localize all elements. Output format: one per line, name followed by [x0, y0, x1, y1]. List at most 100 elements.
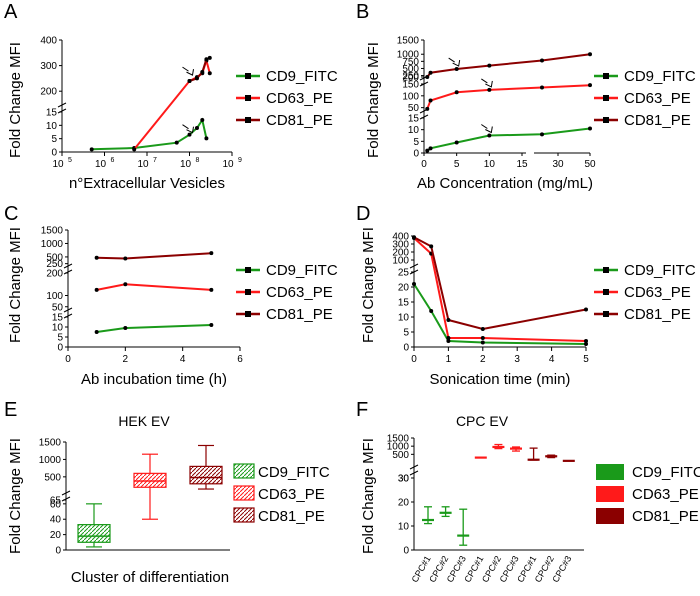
panel-d-letter: D: [356, 203, 370, 225]
panel-d-y-tick-label: 20: [398, 283, 410, 294]
panel-b-y-tick-label: 10: [408, 125, 420, 136]
panel-d-legend-marker: [603, 267, 609, 273]
panel-d-x-tick-label: 1: [446, 354, 452, 365]
panel-f-axis-break-mark: [409, 464, 419, 470]
panel-e-y-axis-title: Fold Change MFI: [7, 438, 24, 554]
panel-a-x-tick-label: 10: [180, 159, 192, 170]
panel-e-y-tick-label: 1000: [39, 455, 62, 466]
panel-c-legend-marker: [245, 267, 251, 273]
panel-f-y-tick-label: 20: [398, 498, 410, 509]
panel-f-y-tick-label: 1000: [387, 442, 410, 453]
panel-f-y-tick-label: 30: [398, 474, 410, 485]
panel-d-y-tick-label: 300: [392, 240, 409, 251]
panel-c-axis-break-mark: [63, 307, 73, 313]
panel-a-legend-marker: [245, 95, 251, 101]
panel-d-y-tick-label: 15: [398, 298, 410, 309]
panel-b-legend-label: CD9_FITC: [624, 68, 696, 85]
panel-a-cd81_pe-line: [189, 56, 211, 82]
panel-d-y-tick-label: 5: [403, 328, 409, 339]
panel-e-legend-label: CD9_FITC: [258, 464, 330, 481]
panel-c-cd63_pe-line: [96, 283, 212, 291]
panel-b-legend-label: CD81_PE: [624, 112, 691, 129]
panel-a-arrow-shaft: [182, 66, 189, 72]
panel-c-x-axis-title: Ab incubation time (h): [81, 371, 227, 388]
panel-c-cd9_fitc-point: [123, 326, 128, 330]
panel-d-legend-label: CD63_PE: [624, 284, 691, 301]
panel-d-cd81_pe-point: [584, 307, 588, 312]
panel-d-y-tick-label: 10: [398, 313, 410, 324]
panel-f-y-tick-label: 500: [392, 450, 409, 461]
panel-b-cd9_fitc-point: [428, 146, 433, 151]
panel-d-cd81_pe-point: [429, 244, 434, 249]
panel-b-y-tick-label: 200: [402, 73, 419, 84]
panel-f-legend-swatch: [596, 464, 624, 480]
panel-a-y-tick-label: 200: [40, 87, 57, 98]
panel-a-y-tick-label: 10: [46, 121, 58, 132]
panel-f-letter: F: [356, 399, 368, 421]
panel-d-y-axis-title: Fold Change MFI: [360, 227, 377, 343]
panel-c-y-tick-label: 1500: [41, 226, 64, 237]
panel-b-y-tick-label: 100: [402, 91, 419, 102]
panel-b-arrow-head: [452, 59, 461, 67]
panel-c-x-tick-label: 6: [237, 354, 243, 365]
panel-a-x-tick-exponent: 5: [68, 157, 72, 164]
panel-b-legend-marker: [603, 95, 609, 101]
panel-c-cd9_fitc-point: [209, 323, 214, 327]
panel-b-x-axis-title: Ab Concentration (mg/mL): [417, 175, 593, 192]
panel-a-arrow-head: [186, 69, 194, 76]
panel-d-legend-label: CD81_PE: [624, 306, 691, 323]
panel-b-cd81_pe-point: [454, 67, 459, 72]
panel-a-y-tick-label: 15: [46, 108, 58, 119]
panel-f-legend-label: CD63_PE: [632, 486, 699, 503]
panel-b-cd63_pe-point: [454, 90, 459, 95]
panel-b-y-tick-label: 150: [402, 80, 419, 91]
panel-a-x-axis-title: n°Extracellular Vesicles: [69, 175, 225, 192]
panel-b-cd81_pe-point: [428, 70, 433, 75]
panel-c-cd81_pe-point: [209, 251, 214, 256]
panel-b-y-tick-label: 5: [413, 137, 419, 148]
panel-b-cd81_pe-point: [487, 63, 492, 68]
panel-b-cd63_pe-point: [540, 85, 544, 90]
panel-a-cd9_fitc-point: [187, 132, 192, 137]
panel-b-cd63_pe-point: [428, 98, 433, 103]
panel-c-cd81_pe-point: [94, 255, 99, 260]
panel-e-y-tick-label: 40: [50, 515, 62, 526]
panel-d-cd81_pe-point: [412, 235, 416, 240]
panel-b-y-tick-label: 500: [402, 64, 419, 75]
panel-d-y-tick-label: 25: [398, 268, 410, 279]
panel-c-y-tick-label: 200: [46, 269, 63, 280]
panel-b-arrow-head: [485, 126, 493, 134]
panel-b-cd81_pe-point: [540, 58, 544, 63]
panel-f-legend-swatch: [596, 508, 624, 524]
panel-c-y-tick-label: 1000: [41, 239, 64, 250]
panel-e-y-tick-label: 0: [55, 546, 61, 557]
panel-e-y-tick-label: 500: [44, 472, 61, 483]
panel-f-axis-break-mark: [409, 470, 419, 476]
panel-e-letter: E: [4, 399, 17, 421]
panel-b-cd63_pe-line: [426, 84, 591, 110]
panel-a-legend-label: CD9_FITC: [266, 68, 338, 85]
panel-a-legend-label: CD81_PE: [266, 112, 333, 129]
panel-b-y-tick-label: 1500: [397, 36, 420, 47]
panel-b-legend-marker: [603, 117, 609, 123]
panel-b-y-tick-label: 750: [402, 57, 419, 68]
panel-b-letter: B: [356, 1, 369, 23]
panel-d-cd81_pe-point: [480, 327, 485, 331]
panel-c-y-tick-label: 10: [52, 323, 64, 334]
panel-d-cd9_fitc-point: [412, 282, 416, 286]
panel-c-cd81_pe-line: [96, 252, 212, 260]
panel-d-cd9_fitc-point: [584, 342, 588, 346]
panel-e-legend-swatch: [233, 485, 255, 501]
panel-d-x-tick-label: 3: [514, 354, 520, 365]
panel-d-x-tick-label: 4: [549, 354, 555, 365]
panel-d-cd9_fitc-point: [429, 309, 434, 313]
panel-b-cd63_pe-point: [588, 83, 592, 88]
panel-c-letter: C: [4, 203, 18, 225]
panel-a-cd81_pe-point: [187, 78, 192, 83]
panel-c-cd9_fitc-line: [96, 324, 212, 333]
panel-c-y-tick-label: 100: [46, 291, 63, 302]
panel-a-cd9_fitc-point: [204, 136, 209, 141]
panel-a-cd63_pe-point: [207, 71, 212, 76]
panel-e-legend-swatch: [233, 507, 255, 523]
panel-b-cd9_fitc-point: [540, 132, 544, 137]
